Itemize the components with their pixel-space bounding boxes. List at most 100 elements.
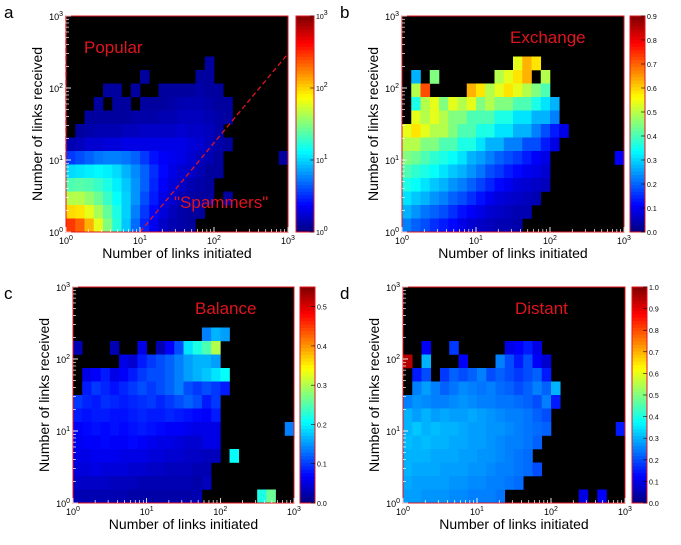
colorbar-band [300,378,315,382]
heatmap-cell [420,191,431,206]
heatmap-cell [430,462,441,477]
x-axis-title: Number of links initiated [439,516,588,532]
heatmap-cell [84,137,95,152]
heatmap-cell [220,327,230,342]
colorbar-band [296,59,314,64]
heatmap-cell [130,205,141,219]
heatmap-cell [494,110,505,125]
heatmap-cell [411,151,421,165]
heatmap-cell [177,97,187,111]
heatmap-cell [75,205,85,219]
heatmap-cell [412,449,422,463]
colorbar-band [630,171,645,176]
colorbar-band [296,29,314,34]
heatmap-cell [430,381,441,396]
heatmap-cell [485,97,495,111]
heatmap-cell [201,381,212,396]
heatmap-cell [121,110,132,125]
heatmap-cell [504,381,515,396]
heatmap-cell [440,408,450,423]
heatmap-cell [411,218,421,233]
colorbar-band [300,300,315,305]
heatmap-cell [440,435,450,450]
heatmap-cell [93,124,104,138]
heatmap-cell [477,395,487,409]
panel-b: 100 101 102 103 100 101 102 103 Number of links … [340,3,657,261]
heatmap-cell [440,395,450,409]
heatmap-cell [140,178,150,192]
heatmap-cell [513,137,523,152]
heatmap-cell [494,137,505,152]
colorbar-tick-label: 0.1 [317,462,327,469]
heatmap-cell [84,218,95,233]
heatmap-cell [466,110,477,125]
heatmap-cell [504,368,515,382]
heatmap-cell [514,395,524,409]
colorbar-band [300,310,315,315]
reference-line [139,53,289,233]
y-tick-label: 101 [386,426,400,437]
heatmap-cell [531,191,542,206]
x-tick-label: 101 [470,506,484,517]
heatmap-cell [466,124,477,138]
heatmap-cell [494,151,505,165]
heatmap-cell [411,70,421,84]
colorbar-band [300,293,315,298]
colorbar-band [296,124,314,128]
heatmap-cell [457,164,468,179]
heatmap-cell [477,476,487,490]
colorbar-band [632,449,647,453]
heatmap-cell [448,178,458,192]
colorbar-band [630,39,645,44]
heatmap-cell [495,462,506,477]
heatmap-cell [440,476,450,490]
heatmap-cell [91,395,101,409]
heatmap-cell [476,137,486,152]
heatmap-cell [532,422,543,436]
colorbar-band [632,297,647,301]
heatmap-cell [439,137,449,152]
colorbar-band [630,225,645,230]
heatmap-cell [93,191,104,206]
heatmap-cell [458,381,469,396]
heatmap-cell [93,110,104,125]
colorbar-band [630,174,645,179]
heatmap-cell [140,137,150,152]
annotation-label: Exchange [510,28,586,47]
heatmap-cell [82,408,92,423]
colorbar-band [300,324,315,328]
colorbar-band [296,110,314,115]
heatmap-cell [540,124,551,138]
colorbar-band [300,479,315,484]
heatmap-cell [214,97,224,111]
colorbar-band [300,418,315,423]
heatmap-cell [514,354,524,369]
heatmap-cell [155,462,166,477]
colorbar-band [296,201,314,206]
heatmap-cell [158,151,169,165]
heatmap-cell [66,205,76,219]
heatmap-cell [523,435,533,450]
colorbar-band [632,395,647,399]
colorbar-band [296,22,314,27]
heatmap-cell [195,178,206,192]
heatmap-cell [430,435,441,450]
heatmap-cell [495,435,506,450]
colorbar-band [296,191,314,196]
heatmap-cell [522,137,532,152]
heatmap-cell [112,83,122,98]
heatmap-cell [421,476,432,490]
heatmap-cell [494,205,505,219]
heatmap-cell [103,191,113,206]
x-tick-label: 103 [618,506,632,517]
heatmap-cell [201,327,212,342]
colorbar-band [632,303,647,308]
heatmap-cell [504,354,515,369]
heatmap-cell [412,395,422,409]
heatmap-cell [485,110,495,125]
heatmap-cell [420,124,431,138]
heatmap-cell [195,70,206,84]
heatmap-cell [421,354,432,369]
heatmap-cell [73,341,83,355]
heatmap-cell [429,137,440,152]
